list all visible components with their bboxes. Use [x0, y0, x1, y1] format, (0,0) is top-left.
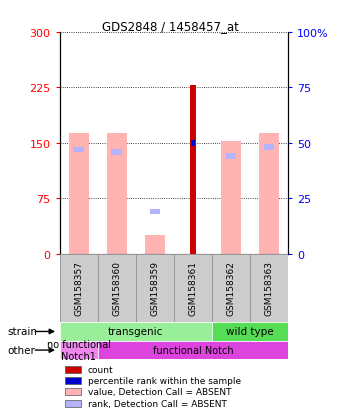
Bar — [136, 254, 174, 322]
Bar — [174, 254, 212, 322]
Bar — [98, 254, 136, 322]
Bar — [150, 209, 160, 215]
Bar — [250, 254, 288, 322]
Text: GSM158362: GSM158362 — [226, 261, 236, 316]
Bar — [212, 254, 250, 322]
Bar — [73, 147, 84, 153]
Bar — [65, 366, 80, 373]
Bar — [65, 400, 80, 407]
Bar — [65, 388, 80, 395]
Text: GSM158359: GSM158359 — [150, 261, 159, 316]
Bar — [212, 322, 288, 341]
Bar — [264, 145, 275, 151]
Text: functional Notch: functional Notch — [153, 345, 233, 355]
Text: GSM158363: GSM158363 — [265, 261, 273, 316]
Text: strain: strain — [8, 327, 38, 337]
Bar — [98, 341, 288, 359]
Text: GSM158357: GSM158357 — [74, 261, 83, 316]
Bar — [107, 134, 127, 254]
Bar — [112, 150, 122, 155]
Text: transgenic: transgenic — [108, 326, 164, 337]
Bar — [145, 235, 165, 254]
Bar — [190, 86, 196, 254]
Text: other: other — [8, 345, 35, 355]
Bar — [226, 154, 236, 160]
Text: value, Detection Call = ABSENT: value, Detection Call = ABSENT — [88, 387, 231, 396]
Text: GSM158360: GSM158360 — [112, 261, 121, 316]
Bar — [60, 254, 98, 322]
Bar — [65, 377, 80, 384]
Text: count: count — [88, 365, 113, 374]
Bar — [69, 134, 89, 254]
Text: percentile rank within the sample: percentile rank within the sample — [88, 376, 241, 385]
Text: rank, Detection Call = ABSENT: rank, Detection Call = ABSENT — [88, 399, 226, 408]
Text: GSM158361: GSM158361 — [189, 261, 197, 316]
Text: GDS2848 / 1458457_at: GDS2848 / 1458457_at — [102, 20, 239, 33]
Bar — [60, 322, 212, 341]
Bar — [191, 140, 195, 147]
Bar — [221, 142, 241, 254]
Bar — [259, 134, 279, 254]
Bar — [60, 341, 98, 359]
Text: no functional
Notch1: no functional Notch1 — [47, 339, 111, 361]
Text: wild type: wild type — [226, 326, 274, 337]
